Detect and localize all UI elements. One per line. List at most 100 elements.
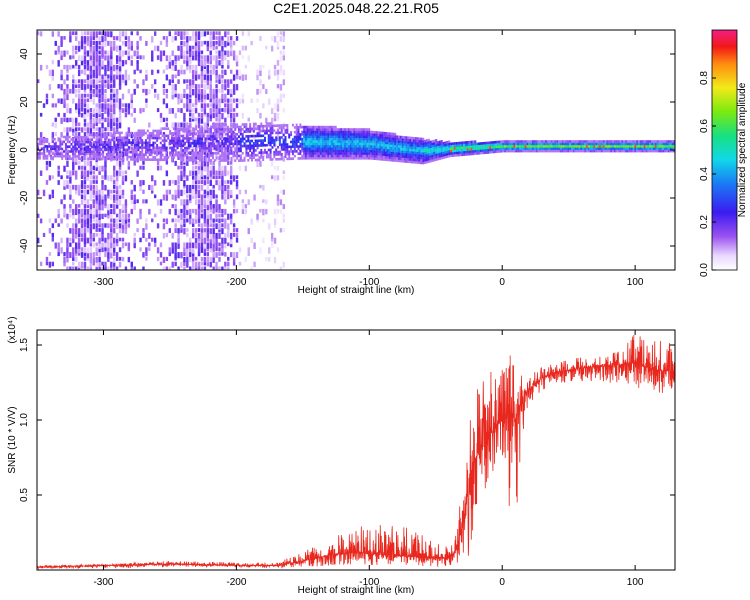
spectrogram-band-cell xyxy=(226,137,229,141)
spectrogram-band-cell xyxy=(100,138,103,142)
spectrogram-band-cell xyxy=(524,145,527,148)
spectrogram-cell xyxy=(276,69,280,75)
spectrogram-cell xyxy=(110,247,113,253)
spectrogram-band-cell xyxy=(310,140,313,143)
spectrogram-cell xyxy=(209,40,212,48)
spectrogram-cell xyxy=(200,40,204,47)
spectrogram-cell xyxy=(113,127,116,133)
spectrogram-band-cell xyxy=(353,147,356,150)
spectrogram-band-cell xyxy=(297,135,300,139)
spectrogram-cell xyxy=(136,170,139,177)
spectrogram-cell xyxy=(130,93,133,100)
spectrogram-band-cell xyxy=(556,140,559,143)
spectrogram-band-cell xyxy=(319,152,322,155)
spectrogram-band-cell xyxy=(271,129,274,132)
spectrogram-band-cell xyxy=(189,158,192,162)
spectrogram-cell xyxy=(183,213,186,219)
spectrogram-band-cell xyxy=(109,155,112,159)
spectrogram-band-cell xyxy=(487,146,490,149)
spectrogram-band-cell xyxy=(85,138,88,141)
spectrogram-band-cell xyxy=(643,140,646,143)
spectrogram-band-cell xyxy=(139,151,142,154)
spectrogram-cell xyxy=(107,242,110,248)
spectrogram-cell xyxy=(229,93,233,98)
spectrogram-band-cell xyxy=(195,144,198,148)
spectrogram-cell xyxy=(200,242,204,248)
spectrogram-band-cell xyxy=(364,154,367,158)
snr-x-axis-title: Height of straight line (km) xyxy=(298,585,415,596)
spectrogram-band-cell xyxy=(494,148,497,151)
spectrogram-band-cell xyxy=(371,150,374,153)
spectrogram-band-cell xyxy=(310,157,313,160)
spectrogram-cell xyxy=(110,108,113,113)
spectrogram-band-cell xyxy=(243,144,246,148)
spectrogram-cell xyxy=(139,213,142,220)
spectrogram-cell xyxy=(127,242,131,249)
spectrogram-band-cell xyxy=(284,138,287,142)
spectrogram-band-cell xyxy=(399,150,402,153)
spectrogram-band-cell xyxy=(211,154,214,157)
spectrogram-cell xyxy=(276,175,280,181)
spectrogram-cell xyxy=(89,184,93,191)
spectrogram-cell xyxy=(174,160,177,166)
spectrogram-cell xyxy=(221,184,224,191)
spectrogram-cell xyxy=(113,117,116,123)
spectrogram-cell xyxy=(107,55,110,62)
spectrogram-band-cell xyxy=(377,150,380,154)
spectrogram-band-cell xyxy=(165,156,168,159)
spectrogram-band-cell xyxy=(496,150,499,153)
spectrogram-band-cell xyxy=(412,148,415,152)
spectrogram-cell xyxy=(104,64,107,71)
spectrogram-band-cell xyxy=(481,151,484,155)
spectrogram-band-cell xyxy=(558,140,561,143)
spectrogram-band-cell xyxy=(304,133,307,136)
spectrogram-cell xyxy=(241,112,245,119)
spectrogram-band-cell xyxy=(185,127,188,131)
spectrogram-band-cell xyxy=(371,152,374,156)
spectrogram-band-cell xyxy=(314,135,317,138)
spectrogram-band-cell xyxy=(433,158,436,162)
spectrogram-cell xyxy=(86,79,90,84)
spectrogram-cell xyxy=(113,204,116,210)
spectrogram-band-cell xyxy=(403,138,406,142)
spectrogram-band-cell xyxy=(252,142,255,145)
spectrogram-band-cell xyxy=(89,140,92,144)
spectrogram-cell xyxy=(206,232,210,238)
spectrogram-band-cell xyxy=(433,144,436,148)
spectrogram-band-cell xyxy=(388,156,391,159)
spectrogram-cell xyxy=(95,175,98,180)
spectrogram-band-cell xyxy=(165,146,168,150)
spectrogram-band-cell xyxy=(381,158,384,161)
spectrogram-band-cell xyxy=(619,145,622,148)
spectrogram-band-cell xyxy=(53,138,56,141)
spectrogram-cell xyxy=(107,266,110,270)
x-tick-label: 0 xyxy=(499,277,505,288)
spectrogram-band-cell xyxy=(198,139,201,143)
spectrogram-cell xyxy=(276,199,280,206)
spectrogram-cell xyxy=(212,170,215,175)
spectrogram-cell xyxy=(124,132,128,137)
spectrogram-band-cell xyxy=(595,140,598,143)
spectrogram-band-cell xyxy=(580,142,583,146)
spectrogram-cell xyxy=(209,127,212,134)
spectrogram-band-cell xyxy=(509,142,512,146)
spectrogram-cell xyxy=(107,141,110,149)
spectrogram-band-cell xyxy=(223,156,226,160)
spectrogram-band-cell xyxy=(559,145,562,148)
spectrogram-band-cell xyxy=(74,152,77,156)
spectrogram-band-cell xyxy=(416,139,419,143)
spectrogram-band-cell xyxy=(239,142,242,146)
spectrogram-band-cell xyxy=(338,147,341,150)
spectrogram-cell xyxy=(42,189,46,197)
spectrogram-band-cell xyxy=(198,137,201,140)
spectrogram-band-cell xyxy=(379,143,382,147)
spectrogram-cell xyxy=(212,93,215,99)
spectrogram-cell xyxy=(270,237,274,242)
spectrogram-band-cell xyxy=(319,140,322,143)
spectrogram-cell xyxy=(101,117,104,122)
spectrogram-band-cell xyxy=(185,132,188,135)
spectrogram-band-cell xyxy=(195,127,198,131)
spectrogram-band-cell xyxy=(77,135,80,139)
spectrogram-cell xyxy=(183,50,186,56)
spectrogram-cell xyxy=(107,175,110,181)
